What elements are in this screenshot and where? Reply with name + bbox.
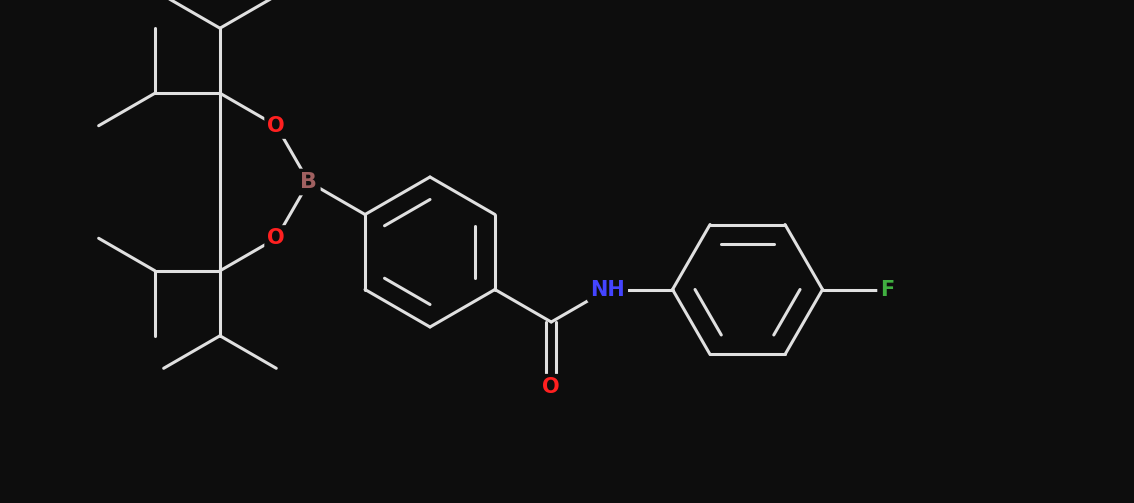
Text: O: O [268,228,285,248]
Text: F: F [880,280,895,299]
Text: B: B [301,172,318,192]
Text: O: O [268,116,285,136]
Text: NH: NH [590,280,625,299]
Text: O: O [542,377,560,397]
